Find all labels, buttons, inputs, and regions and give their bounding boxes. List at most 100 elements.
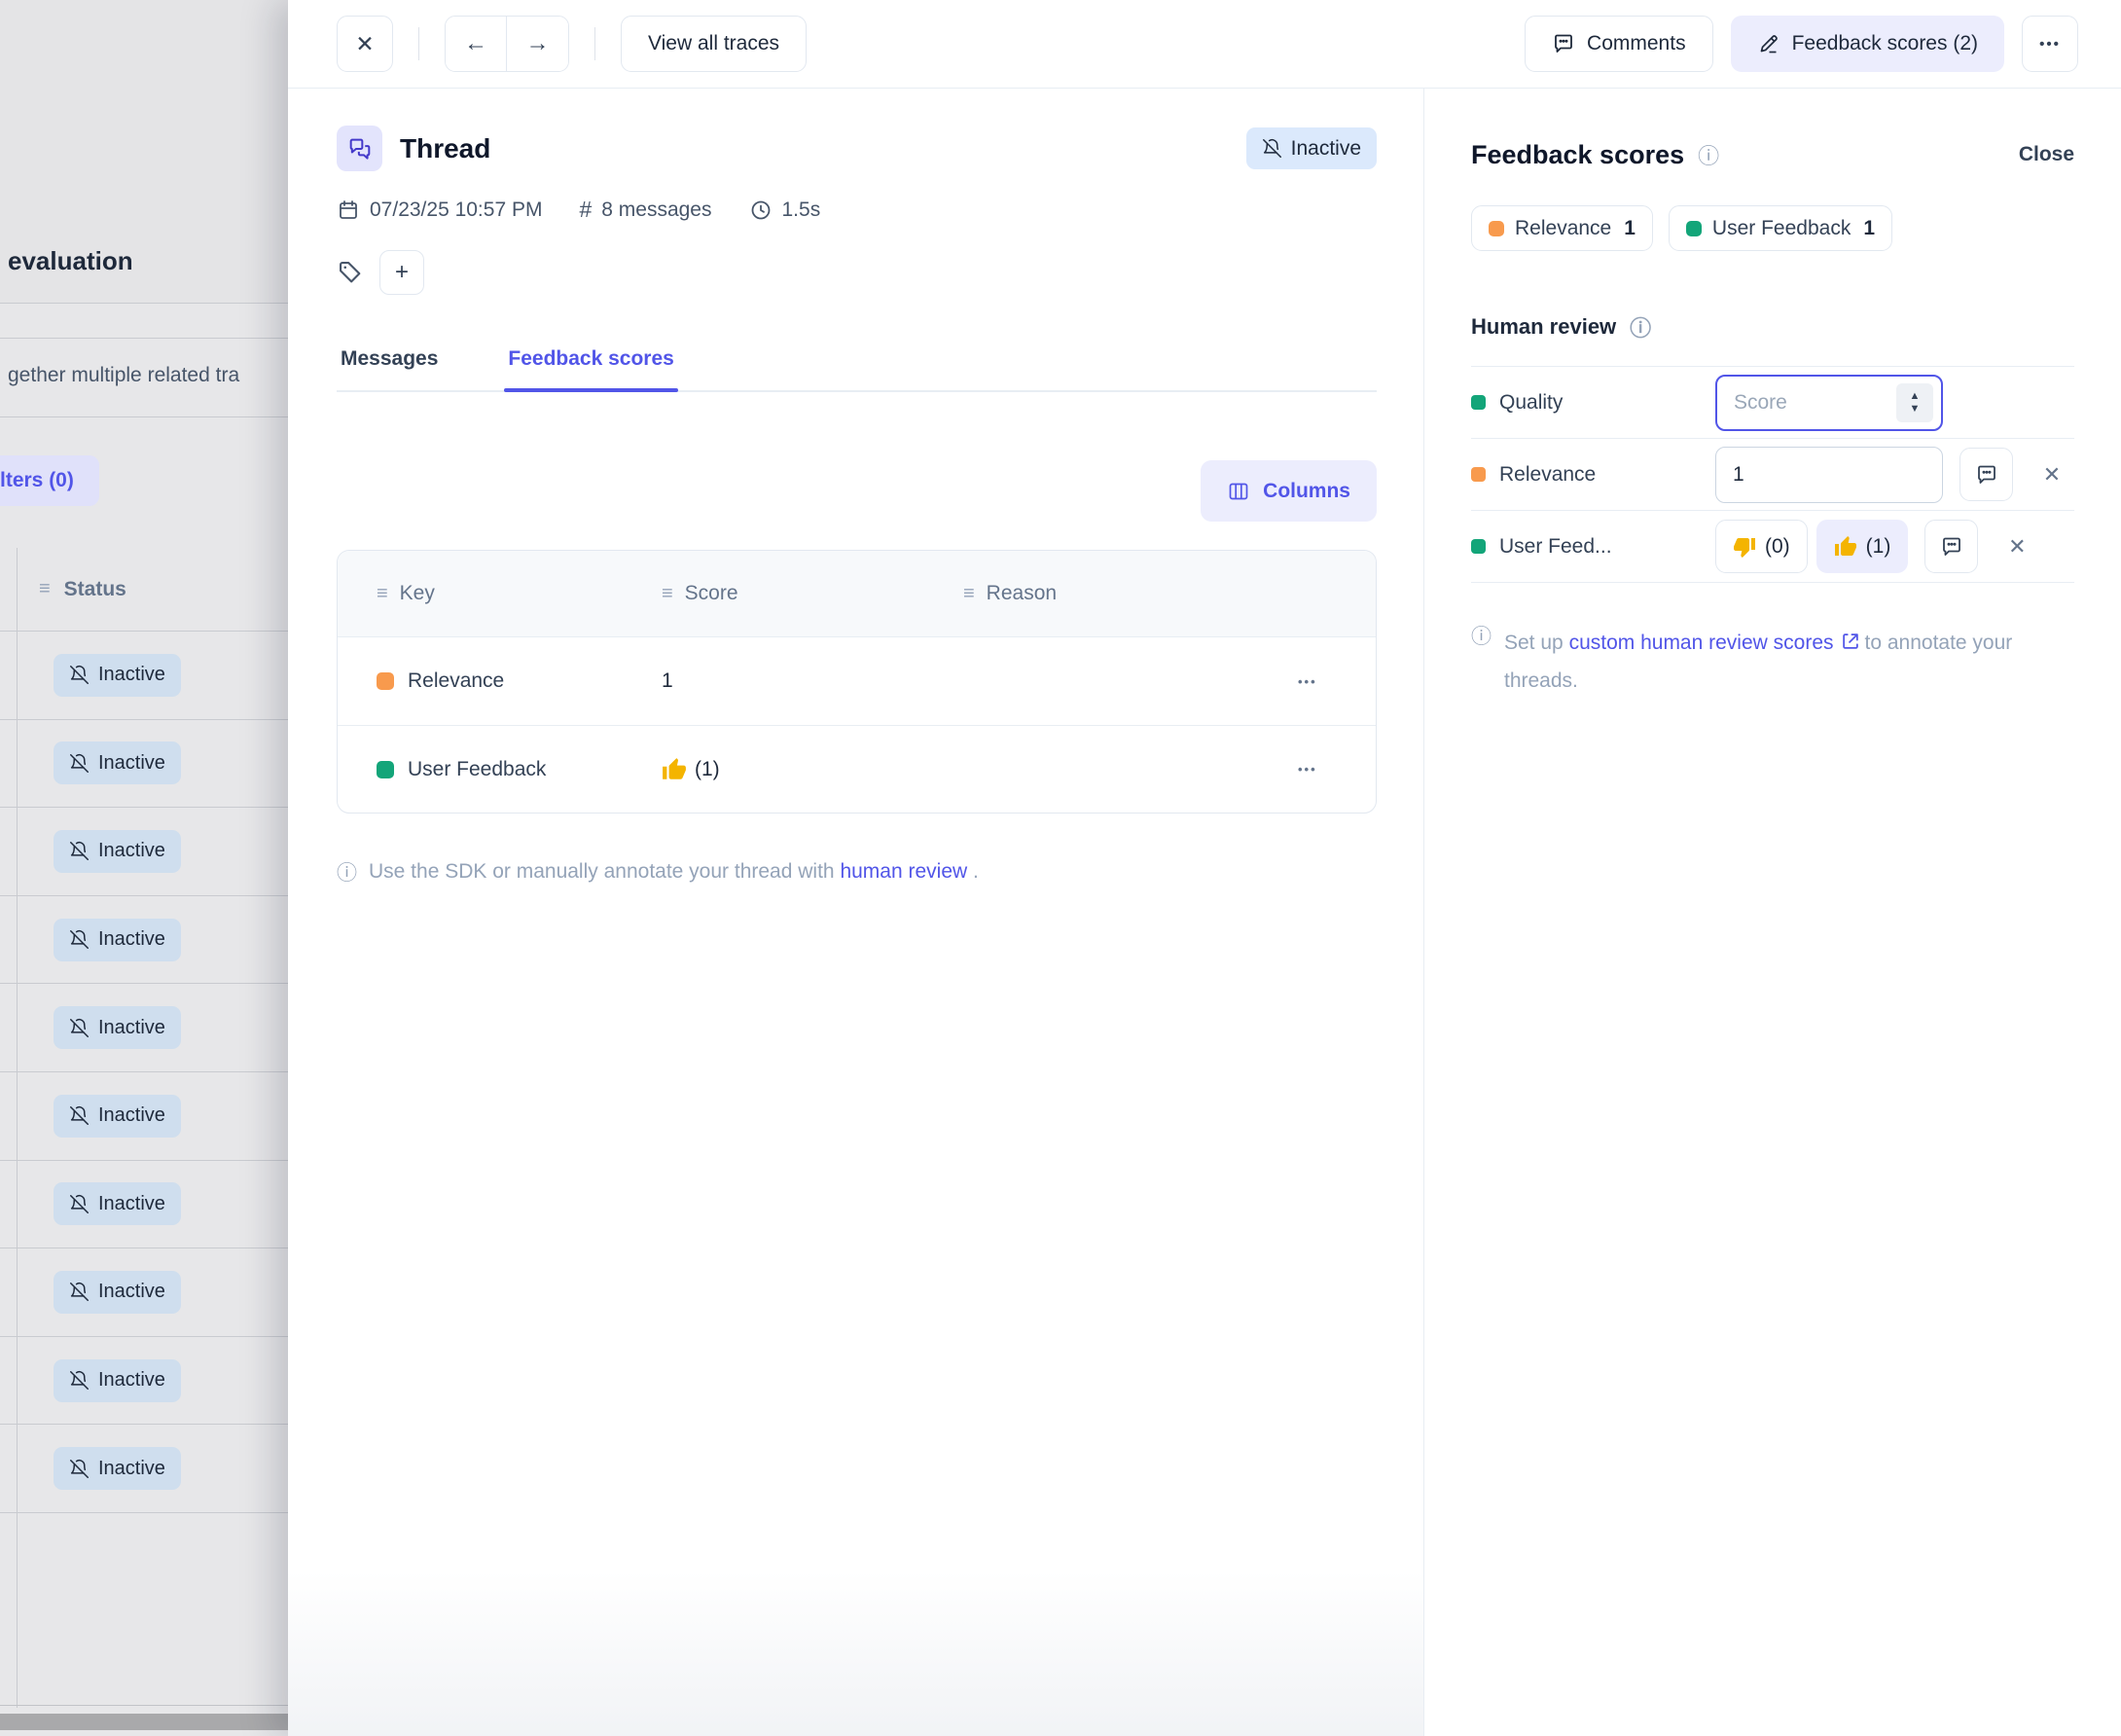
close-panel-button[interactable]: ✕: [337, 16, 393, 72]
info-icon: ⓘ: [1630, 316, 1652, 341]
thumbs-down-button[interactable]: (0): [1715, 520, 1808, 573]
table-row[interactable]: Inactive: [0, 1248, 288, 1337]
relevance-score-input[interactable]: [1715, 446, 1943, 503]
previous-thread-button[interactable]: ←: [446, 17, 507, 71]
note-suffix: to annotate your threads.: [1504, 632, 2013, 692]
table-row[interactable]: Inactive: [0, 1161, 288, 1249]
hint-text: Use the SDK or manually annotate your th…: [369, 860, 835, 883]
background-page-title: evaluation: [8, 246, 133, 275]
score-key: Relevance: [408, 669, 505, 692]
relevance-score-pill: Relevance 1: [1471, 205, 1653, 251]
comments-button[interactable]: Comments: [1525, 16, 1713, 72]
bell-off-icon: [70, 1194, 89, 1213]
user-feedback-comment-button[interactable]: [1924, 520, 1979, 573]
drag-handle-icon[interactable]: ≡: [662, 582, 673, 604]
stepper-down-icon[interactable]: ▼: [1909, 402, 1921, 415]
table-row-user-feedback[interactable]: User Feedback (1) •••: [338, 725, 1376, 813]
divider: [0, 338, 288, 339]
feedback-scores-label: Feedback scores (2): [1791, 32, 1978, 54]
info-icon: ⓘ: [1471, 626, 1492, 648]
table-row[interactable]: Inactive: [0, 1072, 288, 1161]
thread-timestamp: 07/23/25 10:57 PM: [337, 199, 542, 222]
note-prefix: Set up: [1504, 632, 1564, 654]
status-badge: Inactive: [54, 1182, 181, 1226]
bell-off-icon: [70, 1459, 89, 1478]
next-thread-button[interactable]: →: [507, 17, 568, 71]
table-row[interactable]: Inactive: [0, 896, 288, 985]
pill-label: Relevance: [1515, 216, 1612, 239]
table-row[interactable]: Inactive: [0, 720, 288, 809]
status-badge-label: Inactive: [98, 928, 165, 951]
status-badge-label: Inactive: [98, 1192, 165, 1214]
tab-messages[interactable]: Messages: [341, 347, 439, 370]
comment-icon: [1977, 465, 1995, 484]
thread-duration: 1.5s: [749, 199, 820, 222]
columns-button[interactable]: Columns: [1201, 460, 1377, 522]
thread-metadata: 07/23/25 10:57 PM # 8 messages 1.5s: [337, 197, 1377, 223]
table-row[interactable]: Inactive: [0, 1425, 288, 1513]
custom-human-review-scores-link[interactable]: custom human review scores: [1568, 632, 1834, 654]
hint-suffix: .: [973, 860, 979, 883]
table-row-relevance[interactable]: Relevance 1 •••: [338, 637, 1376, 725]
drag-handle-icon[interactable]: ≡: [963, 582, 975, 604]
thread-tabs: Messages Feedback scores: [337, 347, 1377, 392]
table-row[interactable]: Inactive: [0, 808, 288, 896]
human-review-link[interactable]: human review: [840, 860, 968, 883]
drag-handle-icon[interactable]: ≡: [377, 582, 388, 604]
toolbar: ✕ ← → View all traces Comments Feedback …: [288, 0, 2121, 89]
review-label: Quality: [1499, 390, 1564, 414]
status-badge: Inactive: [54, 1358, 181, 1402]
bell-off-icon: [70, 1283, 89, 1302]
column-header-score[interactable]: ≡ Score: [662, 582, 963, 605]
review-row-user-feedback: User Feed... (0): [1471, 511, 2074, 583]
status-badge-label: Inactive: [98, 840, 165, 862]
table-row[interactable]: Inactive: [0, 984, 288, 1072]
table-row[interactable]: Inactive: [0, 632, 288, 720]
divider: [0, 303, 288, 304]
remove-relevance-score-button[interactable]: ✕: [2032, 462, 2071, 488]
feedback-scores-button[interactable]: Feedback scores (2): [1730, 16, 2004, 72]
status-badge: Inactive: [54, 1094, 181, 1138]
status-badge-label: Inactive: [98, 1369, 165, 1392]
column-header-label: Score: [684, 582, 738, 604]
thumbs-down-count: (0): [1765, 534, 1790, 558]
review-row-quality: Quality ▲ ▼: [1471, 367, 2074, 439]
filters-button[interactable]: lters (0): [0, 455, 99, 506]
score-value: 1: [662, 669, 673, 692]
info-icon: ⓘ: [1698, 144, 1720, 168]
row-actions-button[interactable]: •••: [1298, 762, 1317, 777]
bell-off-icon: [70, 753, 89, 773]
background-header-band: [0, 0, 288, 303]
column-header-key[interactable]: ≡ Key: [377, 582, 662, 605]
remove-user-feedback-score-button[interactable]: ✕: [1997, 534, 2036, 560]
tab-feedback-scores[interactable]: Feedback scores: [504, 347, 679, 392]
status-badge-label: Inactive: [98, 751, 165, 774]
column-header-label: Key: [399, 582, 435, 604]
columns-label: Columns: [1263, 479, 1350, 502]
calendar-icon: [340, 199, 357, 219]
status-badge: Inactive: [54, 829, 181, 873]
user-feedback-color-dot: [1685, 220, 1702, 236]
status-badge-label: Inactive: [98, 1281, 165, 1303]
column-header-reason[interactable]: ≡ Reason: [963, 582, 1298, 605]
columns-icon: [1229, 483, 1248, 499]
row-actions-button[interactable]: •••: [1298, 673, 1317, 689]
table-row[interactable]: Inactive: [0, 1337, 288, 1426]
horizontal-scrollbar-thumb[interactable]: [0, 1714, 288, 1730]
status-column-header[interactable]: ≡ Status: [0, 548, 288, 632]
background-description: gether multiple related tra: [8, 364, 240, 386]
pill-value: 1: [1624, 216, 1636, 239]
score-stepper[interactable]: ▲ ▼: [1896, 382, 1933, 422]
user-feedback-color-dot: [377, 760, 394, 778]
stepper-up-icon[interactable]: ▲: [1909, 389, 1921, 402]
relevance-comment-button[interactable]: [1959, 448, 2013, 501]
review-label: Relevance: [1499, 462, 1597, 486]
thumbs-up-button[interactable]: (1): [1815, 520, 1909, 573]
close-sidebar-button[interactable]: Close: [2018, 143, 2074, 165]
drag-handle-icon[interactable]: ≡: [39, 578, 51, 599]
view-all-traces-button[interactable]: View all traces: [621, 16, 808, 72]
more-actions-button[interactable]: •••: [2022, 16, 2078, 72]
thumbs-up-icon: [1834, 535, 1856, 556]
status-badge-label: Inactive: [98, 664, 165, 686]
add-tag-button[interactable]: +: [379, 250, 424, 295]
